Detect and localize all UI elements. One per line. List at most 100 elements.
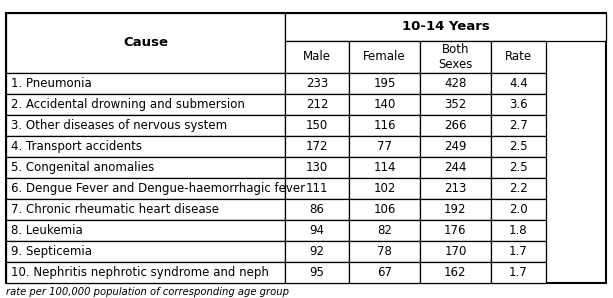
Text: 2.0: 2.0 bbox=[509, 203, 528, 216]
Bar bbox=[349, 220, 420, 241]
Bar bbox=[491, 94, 546, 115]
Bar bbox=[491, 157, 546, 178]
Bar bbox=[349, 262, 420, 283]
Bar bbox=[349, 178, 420, 199]
Bar bbox=[285, 199, 349, 220]
Bar bbox=[420, 220, 491, 241]
Bar bbox=[285, 178, 349, 199]
Bar bbox=[491, 199, 546, 220]
Bar bbox=[285, 136, 349, 157]
Bar bbox=[285, 220, 349, 241]
Text: 10-14 Years: 10-14 Years bbox=[402, 21, 489, 33]
Text: 94: 94 bbox=[310, 224, 325, 237]
Text: Female: Female bbox=[364, 50, 406, 63]
Bar bbox=[349, 41, 420, 73]
Text: 352: 352 bbox=[444, 98, 466, 111]
Bar bbox=[6, 262, 285, 283]
Text: 2.2: 2.2 bbox=[509, 182, 528, 195]
Text: 3.6: 3.6 bbox=[509, 98, 528, 111]
Text: 4.4: 4.4 bbox=[509, 77, 528, 90]
Bar bbox=[285, 115, 349, 136]
Bar bbox=[6, 13, 285, 73]
Text: 2.7: 2.7 bbox=[509, 119, 528, 132]
Bar bbox=[6, 115, 285, 136]
Bar bbox=[349, 94, 420, 115]
Text: 5. Congenital anomalies: 5. Congenital anomalies bbox=[11, 161, 154, 174]
Text: 249: 249 bbox=[444, 140, 466, 153]
Bar bbox=[285, 41, 349, 73]
Bar bbox=[349, 199, 420, 220]
Bar bbox=[6, 220, 285, 241]
Bar bbox=[285, 73, 349, 94]
Bar bbox=[285, 262, 349, 283]
Bar bbox=[491, 178, 546, 199]
Text: 102: 102 bbox=[373, 182, 396, 195]
Text: 195: 195 bbox=[373, 77, 396, 90]
Text: 2. Accidental drowning and submersion: 2. Accidental drowning and submersion bbox=[11, 98, 245, 111]
Bar bbox=[420, 41, 491, 73]
Bar bbox=[491, 136, 546, 157]
Text: 1.7: 1.7 bbox=[509, 245, 528, 258]
Bar bbox=[420, 157, 491, 178]
Text: 9. Septicemia: 9. Septicemia bbox=[11, 245, 92, 258]
Text: 244: 244 bbox=[444, 161, 466, 174]
Bar bbox=[420, 241, 491, 262]
Text: 130: 130 bbox=[306, 161, 328, 174]
Bar bbox=[420, 73, 491, 94]
Bar bbox=[491, 73, 546, 94]
Text: Rate: Rate bbox=[505, 50, 532, 63]
Text: 116: 116 bbox=[373, 119, 396, 132]
Bar bbox=[420, 94, 491, 115]
Text: 106: 106 bbox=[373, 203, 396, 216]
Bar bbox=[6, 241, 285, 262]
Text: 10. Nephritis nephrotic syndrome and neph: 10. Nephritis nephrotic syndrome and nep… bbox=[11, 266, 269, 279]
Text: 7. Chronic rheumatic heart disease: 7. Chronic rheumatic heart disease bbox=[11, 203, 219, 216]
Text: 170: 170 bbox=[444, 245, 466, 258]
Text: Both
Sexes: Both Sexes bbox=[438, 43, 473, 71]
Text: 114: 114 bbox=[373, 161, 396, 174]
Text: 1. Pneumonia: 1. Pneumonia bbox=[11, 77, 92, 90]
Text: 1.7: 1.7 bbox=[509, 266, 528, 279]
Text: 77: 77 bbox=[377, 140, 392, 153]
Bar bbox=[420, 115, 491, 136]
Text: 78: 78 bbox=[377, 245, 392, 258]
Bar bbox=[285, 13, 606, 41]
Bar bbox=[491, 220, 546, 241]
Bar bbox=[491, 115, 546, 136]
Bar bbox=[491, 241, 546, 262]
Bar bbox=[420, 262, 491, 283]
Text: 162: 162 bbox=[444, 266, 466, 279]
Bar bbox=[349, 115, 420, 136]
Text: 192: 192 bbox=[444, 203, 466, 216]
Text: Cause: Cause bbox=[123, 36, 168, 49]
Text: 213: 213 bbox=[444, 182, 466, 195]
Text: 140: 140 bbox=[373, 98, 396, 111]
Text: Male: Male bbox=[303, 50, 331, 63]
Text: 150: 150 bbox=[306, 119, 328, 132]
Text: 111: 111 bbox=[306, 182, 329, 195]
Text: rate per 100,000 population of corresponding age group: rate per 100,000 population of correspon… bbox=[6, 287, 289, 297]
Bar bbox=[285, 157, 349, 178]
Text: 6. Dengue Fever and Dengue-haemorrhagic fever: 6. Dengue Fever and Dengue-haemorrhagic … bbox=[11, 182, 305, 195]
Text: 82: 82 bbox=[377, 224, 392, 237]
Bar bbox=[349, 241, 420, 262]
Bar bbox=[349, 157, 420, 178]
Text: 3. Other diseases of nervous system: 3. Other diseases of nervous system bbox=[11, 119, 227, 132]
Text: 8. Leukemia: 8. Leukemia bbox=[11, 224, 83, 237]
Text: 212: 212 bbox=[306, 98, 329, 111]
Text: 92: 92 bbox=[310, 245, 325, 258]
Bar bbox=[6, 178, 285, 199]
Text: 176: 176 bbox=[444, 224, 466, 237]
Bar bbox=[491, 262, 546, 283]
Bar bbox=[349, 136, 420, 157]
Bar bbox=[491, 41, 546, 73]
Text: 428: 428 bbox=[444, 77, 466, 90]
Text: 67: 67 bbox=[377, 266, 392, 279]
Bar bbox=[420, 136, 491, 157]
Text: 4. Transport accidents: 4. Transport accidents bbox=[11, 140, 142, 153]
Text: 233: 233 bbox=[306, 77, 328, 90]
Bar bbox=[6, 73, 285, 94]
Text: 2.5: 2.5 bbox=[509, 161, 528, 174]
Text: 2.5: 2.5 bbox=[509, 140, 528, 153]
Text: 1.8: 1.8 bbox=[509, 224, 528, 237]
